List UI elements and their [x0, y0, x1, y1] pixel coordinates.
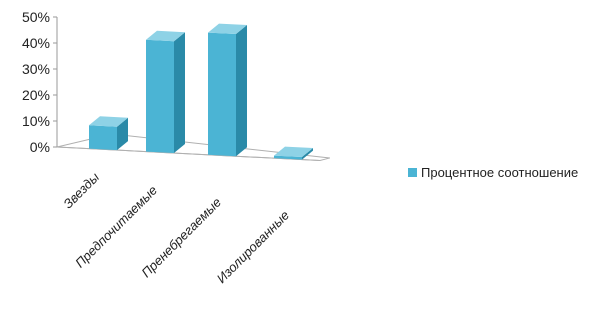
y-tick-label: 50%: [22, 9, 50, 25]
y-tick-label: 0%: [30, 139, 50, 155]
x-category-label: Изолированные: [214, 208, 292, 286]
y-tick-label: 20%: [22, 87, 50, 103]
x-category-label: Звезды: [60, 169, 102, 211]
bar-side: [302, 148, 313, 160]
bar-front: [146, 39, 174, 154]
bar-front: [208, 32, 236, 157]
bar: [146, 30, 185, 154]
bar: [208, 23, 247, 157]
bar-side: [236, 25, 247, 157]
category-labels: ЗвездыПредпочитаемыеПренебрегаемыеИзолир…: [60, 169, 292, 286]
bar-top: [146, 30, 185, 42]
legend: Процентное соотношение: [408, 165, 578, 180]
bar: [89, 116, 128, 151]
y-tick-label: 10%: [22, 113, 50, 129]
x-category-label: Пренебрегаемые: [138, 195, 224, 281]
bar-side: [117, 117, 128, 151]
y-tick-label: 30%: [22, 61, 50, 77]
legend-label: Процентное соотношение: [421, 165, 578, 180]
bar-top: [89, 116, 128, 127]
legend-swatch: [408, 168, 417, 177]
bar-front: [89, 125, 117, 151]
bars-layer: [89, 23, 313, 160]
bar-front: [274, 155, 302, 160]
y-tick-label: 40%: [22, 35, 50, 51]
bar-side: [174, 32, 185, 154]
bar: [274, 146, 313, 160]
axis-layer: 0% 10% 20% 30% 40% 50%: [22, 9, 331, 162]
bar-top: [208, 23, 247, 35]
bar-top: [274, 146, 313, 158]
